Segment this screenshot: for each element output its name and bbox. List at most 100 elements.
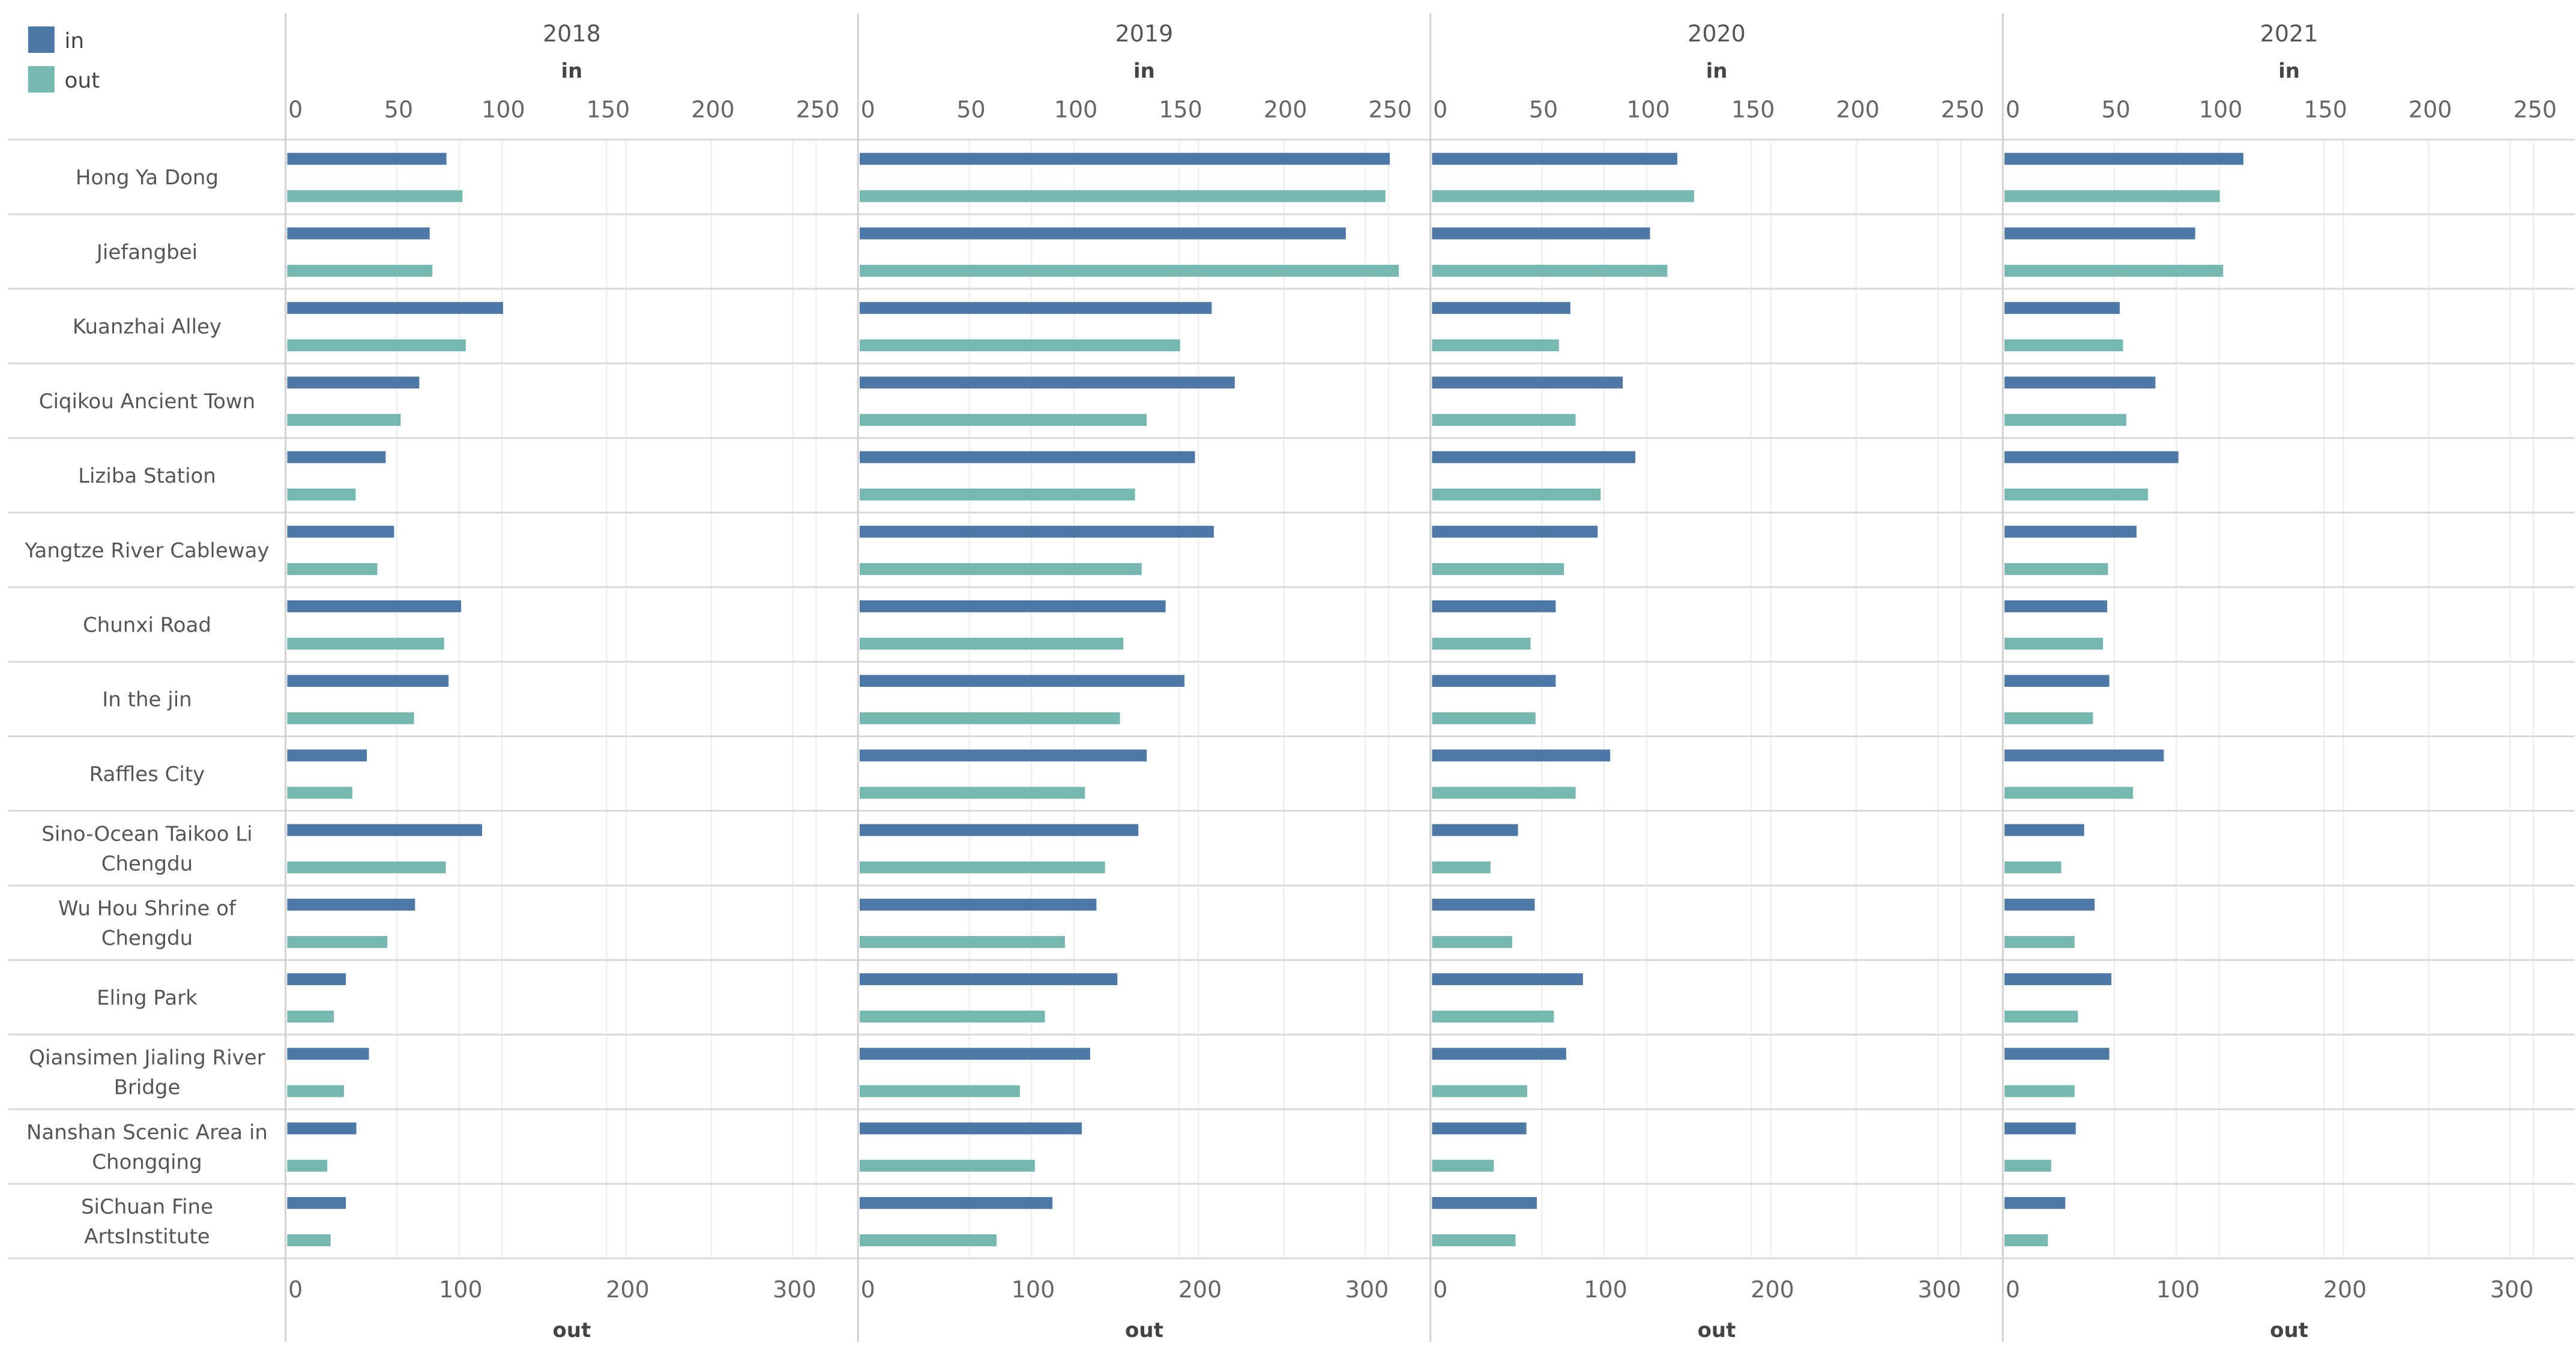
category-label: Yangtze River Cableway xyxy=(24,539,269,563)
bar-out-2019-5 xyxy=(859,563,1142,575)
top-tick-label: 100 xyxy=(1626,96,1670,122)
category-label: Liziba Station xyxy=(78,464,216,488)
top-tick-label: 150 xyxy=(1731,96,1775,122)
bottom-tick-label: 200 xyxy=(2323,1276,2367,1303)
bar-out-2019-12 xyxy=(859,1085,1020,1097)
category-label: Raffles City xyxy=(89,762,205,786)
bar-out-2019-2 xyxy=(859,339,1180,352)
bottom-tick-label: 100 xyxy=(1584,1276,1627,1303)
bar-out-2019-9 xyxy=(859,861,1105,874)
bottom-tick-label: 0 xyxy=(288,1276,303,1303)
bar-in-2018-12 xyxy=(287,1048,369,1060)
bar-out-2020-13 xyxy=(1432,1159,1494,1172)
category-label: Jiefangbei xyxy=(95,240,198,264)
bar-in-2020-4 xyxy=(1432,451,1636,463)
top-tick-label: 50 xyxy=(956,96,985,122)
top-tick-label: 250 xyxy=(2513,96,2557,122)
bar-in-2020-11 xyxy=(1432,973,1583,985)
bar-out-2021-0 xyxy=(2004,190,2220,202)
bar-in-2019-13 xyxy=(859,1122,1082,1135)
bar-out-2020-10 xyxy=(1432,936,1512,948)
bar-in-2021-1 xyxy=(2004,227,2195,240)
bar-in-2018-10 xyxy=(287,898,415,911)
bar-out-2018-5 xyxy=(287,563,378,575)
category-label: Chunxi Road xyxy=(83,613,211,637)
legend-swatch-in xyxy=(28,26,55,53)
bar-out-2019-11 xyxy=(859,1010,1045,1023)
panel-year-2019: 2019 xyxy=(1115,20,1174,47)
bar-out-2021-4 xyxy=(2004,488,2149,501)
bar-out-2019-8 xyxy=(859,786,1085,799)
bar-in-2021-12 xyxy=(2004,1048,2110,1060)
bar-out-2018-1 xyxy=(287,265,433,277)
bar-out-2018-13 xyxy=(287,1159,328,1172)
text-layer: 2018 in 0 50 100 150 200 250 0 100 200 300 out 2019 in… xyxy=(24,20,2557,1342)
bottom-axis-title: out xyxy=(553,1318,591,1342)
bar-out-2019-0 xyxy=(859,190,1386,202)
bottom-tick-label: 300 xyxy=(1345,1276,1389,1303)
bar-in-2021-7 xyxy=(2004,675,2110,687)
top-tick-label: 200 xyxy=(1264,96,1308,122)
bar-in-2019-4 xyxy=(859,451,1195,463)
top-axis-title: in xyxy=(1133,59,1155,83)
bar-in-2020-5 xyxy=(1432,525,1598,538)
bottom-tick-label: 300 xyxy=(1917,1276,1961,1303)
top-tick-label: 150 xyxy=(587,96,630,122)
bar-in-2018-11 xyxy=(287,973,346,985)
bar-out-2020-4 xyxy=(1432,488,1601,501)
bar-out-2018-0 xyxy=(287,190,463,202)
bar-in-2021-13 xyxy=(2004,1122,2076,1135)
bar-out-2018-14 xyxy=(287,1234,331,1246)
bar-out-2018-7 xyxy=(287,712,414,725)
bar-in-2019-12 xyxy=(859,1048,1090,1060)
bar-in-2021-14 xyxy=(2004,1197,2066,1209)
panel-year-2020: 2020 xyxy=(1688,20,1746,47)
category-label: Hong Ya Dong xyxy=(76,166,219,190)
top-tick-label: 50 xyxy=(384,96,413,122)
category-label: Ciqikou Ancient Town xyxy=(39,390,256,414)
bar-out-2020-14 xyxy=(1432,1234,1516,1246)
category-label: Chengdu xyxy=(101,926,193,950)
bar-in-2021-2 xyxy=(2004,302,2120,314)
top-tick-label: 250 xyxy=(796,96,840,122)
bottom-axis-title: out xyxy=(2270,1318,2308,1342)
bar-out-2021-3 xyxy=(2004,414,2126,426)
bar-in-2019-14 xyxy=(859,1197,1053,1209)
legend-layer: in out xyxy=(28,26,100,93)
bar-out-2020-3 xyxy=(1432,414,1576,426)
bar-in-2018-4 xyxy=(287,451,386,463)
bar-out-2021-11 xyxy=(2004,1010,2078,1023)
bar-out-2020-12 xyxy=(1432,1085,1527,1097)
bar-in-2018-3 xyxy=(287,376,420,389)
bar-in-2021-0 xyxy=(2004,152,2243,165)
bottom-tick-label: 200 xyxy=(1178,1276,1222,1303)
category-label: Chongqing xyxy=(92,1150,202,1174)
frame-layer xyxy=(8,13,2575,1342)
bar-out-2020-0 xyxy=(1432,190,1694,202)
bar-out-2018-4 xyxy=(287,488,356,501)
bottom-tick-label: 300 xyxy=(2490,1276,2534,1303)
bar-in-2018-14 xyxy=(287,1197,346,1209)
bar-in-2020-6 xyxy=(1432,600,1556,612)
bars-layer xyxy=(287,152,2243,1246)
bar-out-2020-1 xyxy=(1432,265,1668,277)
bar-in-2018-13 xyxy=(287,1122,357,1135)
bar-out-2021-6 xyxy=(2004,638,2104,650)
bottom-tick-label: 100 xyxy=(1012,1276,1055,1303)
bottom-tick-label: 200 xyxy=(1751,1276,1794,1303)
top-axis-title: in xyxy=(2278,59,2300,83)
bar-out-2018-11 xyxy=(287,1010,334,1023)
top-tick-label: 150 xyxy=(2303,96,2347,122)
bar-in-2019-5 xyxy=(859,525,1214,538)
bar-in-2020-7 xyxy=(1432,675,1556,687)
bar-in-2020-8 xyxy=(1432,749,1611,762)
bottom-tick-label: 100 xyxy=(439,1276,483,1303)
bar-out-2021-2 xyxy=(2004,339,2123,352)
bar-out-2018-3 xyxy=(287,414,401,426)
category-label: Nanshan Scenic Area in xyxy=(26,1120,268,1144)
bar-in-2021-4 xyxy=(2004,451,2179,463)
top-axis-title: in xyxy=(561,59,583,83)
bar-in-2020-1 xyxy=(1432,227,1650,240)
bar-out-2021-13 xyxy=(2004,1159,2051,1172)
bottom-tick-label: 300 xyxy=(773,1276,816,1303)
